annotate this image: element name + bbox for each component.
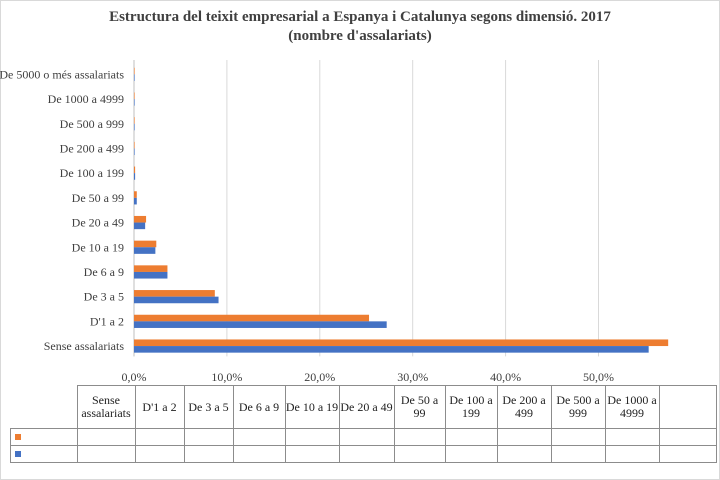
bar-blue [134, 321, 387, 328]
data-table-cell [550, 428, 606, 446]
category-label: De 20 a 49 [72, 216, 124, 230]
category-label: De 10 a 19 [72, 240, 124, 254]
data-table-cell [284, 428, 340, 446]
bar-orange [134, 67, 135, 75]
x-tick-label: 20,0% [304, 370, 335, 384]
data-table-cell [496, 445, 552, 463]
bar-blue [134, 148, 135, 156]
category-label: De 1000 a 4999 [48, 92, 124, 106]
data-table-cell [604, 445, 660, 463]
data-table-category-header: De 200 a 499 [496, 385, 552, 429]
bar-orange [134, 314, 370, 322]
data-table-category-header: De 1000 a 4999 [604, 385, 660, 429]
legend-key-cell [10, 445, 78, 463]
bar-blue [134, 197, 137, 205]
data-table-category-header: De 10 a 19 [284, 385, 340, 429]
data-table-category-header: De 500 a 999 [550, 385, 606, 429]
data-table-cell [338, 428, 395, 446]
data-table-cell [284, 445, 340, 463]
legend-key-cell [10, 428, 78, 446]
data-table-cell [232, 445, 286, 463]
data-table-category-header: De 100 a 199 [444, 385, 498, 429]
data-table-cell [134, 428, 185, 446]
bar-blue [134, 296, 219, 304]
data-table-cell [76, 445, 136, 463]
chart-subtitle: (nombre d'assalariats) [288, 28, 432, 44]
x-tick-label: 0,0% [122, 370, 147, 384]
bar-orange [134, 240, 157, 248]
data-table-cell [658, 445, 717, 463]
bar-blue [134, 99, 135, 106]
bar-blue [134, 222, 146, 230]
category-label: De 50 a 99 [72, 191, 124, 205]
data-table-header-row: Sense assalariats D'1 a 2 De 3 a 5 De 6 a 9… [10, 385, 717, 429]
data-table-empty-header [658, 385, 717, 429]
legend-key-orange [15, 434, 21, 440]
data-table: Sense assalariats D'1 a 2 De 3 a 5 De 6 a 9… [10, 385, 717, 463]
legend-key-blue [15, 451, 21, 457]
x-tick-label: 30,0% [397, 370, 428, 384]
data-table-cell [444, 445, 498, 463]
bar-blue [134, 271, 168, 279]
data-table-category-header: De 3 a 5 [183, 385, 234, 429]
data-table-category-header: D'1 a 2 [134, 385, 185, 429]
data-table-cell [604, 428, 660, 446]
x-tick-label: 40,0% [490, 370, 521, 384]
category-label: De 100 a 199 [60, 166, 124, 180]
bar-blue [134, 346, 649, 353]
chart-title: Estructura del teixit empresarial a Espa… [0, 8, 720, 46]
bar-blue [134, 123, 135, 131]
category-label: De 5000 o més assalariats [0, 67, 124, 81]
bar-orange [134, 92, 135, 100]
data-table-cell [658, 428, 717, 446]
data-table-category-header: De 20 a 49 [338, 385, 395, 429]
x-tick-label: 10,0% [211, 370, 242, 384]
data-table-cell [550, 445, 606, 463]
category-label: De 200 a 499 [60, 141, 124, 155]
data-table-category-header: De 6 a 9 [232, 385, 286, 429]
category-label: De 3 a 5 [84, 290, 124, 304]
data-table-cell [393, 445, 446, 463]
data-table-cell [183, 445, 234, 463]
data-table-series-row [10, 445, 717, 463]
data-table-cell [232, 428, 286, 446]
data-table-category-header: De 50 a 99 [393, 385, 446, 429]
bar-orange [134, 215, 147, 223]
bar-orange [134, 141, 135, 149]
data-table-series-row [10, 428, 717, 446]
data-table-cell [134, 445, 185, 463]
bar-orange [134, 191, 137, 198]
data-table-cell [393, 428, 446, 446]
x-tick-label: 50,0% [583, 370, 614, 384]
category-label: D'1 a 2 [90, 314, 124, 328]
bar-orange [134, 166, 136, 174]
data-table-category-header: Sense assalariats [76, 385, 136, 429]
data-table-corner [10, 385, 78, 429]
data-table-cell [183, 428, 234, 446]
bar-blue [134, 173, 136, 180]
bar-orange [134, 117, 135, 124]
data-table-cell [496, 428, 552, 446]
category-label: Sense assalariats [44, 339, 125, 353]
category-label: De 500 a 999 [60, 117, 124, 131]
chart-title-main: Estructura del teixit empresarial a Espa… [109, 9, 611, 25]
bar-orange [134, 265, 168, 272]
data-table-cell [444, 428, 498, 446]
data-table-cell [76, 428, 136, 446]
data-table-cell [338, 445, 395, 463]
category-label: De 6 a 9 [84, 265, 124, 279]
bar-orange [134, 339, 669, 347]
bar-blue [134, 247, 156, 254]
bar-blue [134, 74, 135, 81]
bar-orange [134, 290, 215, 297]
